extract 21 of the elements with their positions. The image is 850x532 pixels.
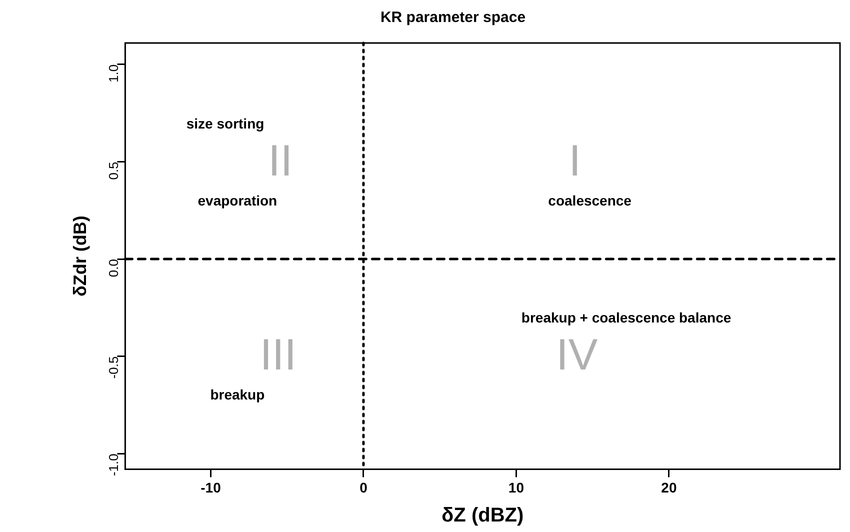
annotation: I [568,136,581,186]
annotation: coalescence [548,192,632,208]
x-tick-label: 10 [508,479,524,496]
x-axis-title: δZ (dBZ) [442,504,524,527]
annotation: IV [556,330,598,380]
annotation: breakup + coalescence balance [521,310,732,326]
y-tick-label: 1.0 [106,64,121,82]
annotation: II [268,136,293,186]
annotation: size sorting [186,116,264,132]
annotation: III [260,330,297,380]
y-tick-label: -1.0 [106,454,121,476]
x-tick-label: -10 [200,479,222,496]
x-tick-label: 0 [360,479,368,496]
chart-title: KR parameter space [380,9,526,26]
annotation: breakup [210,386,265,402]
x-tick-label: 20 [661,479,677,496]
y-axis-title: δZdr (dB) [70,216,90,297]
y-tick-label: 0.5 [106,162,121,180]
y-tick-label: 0.0 [106,259,121,278]
annotation: evaporation [198,192,278,208]
y-tick-label: -0.5 [106,356,121,379]
